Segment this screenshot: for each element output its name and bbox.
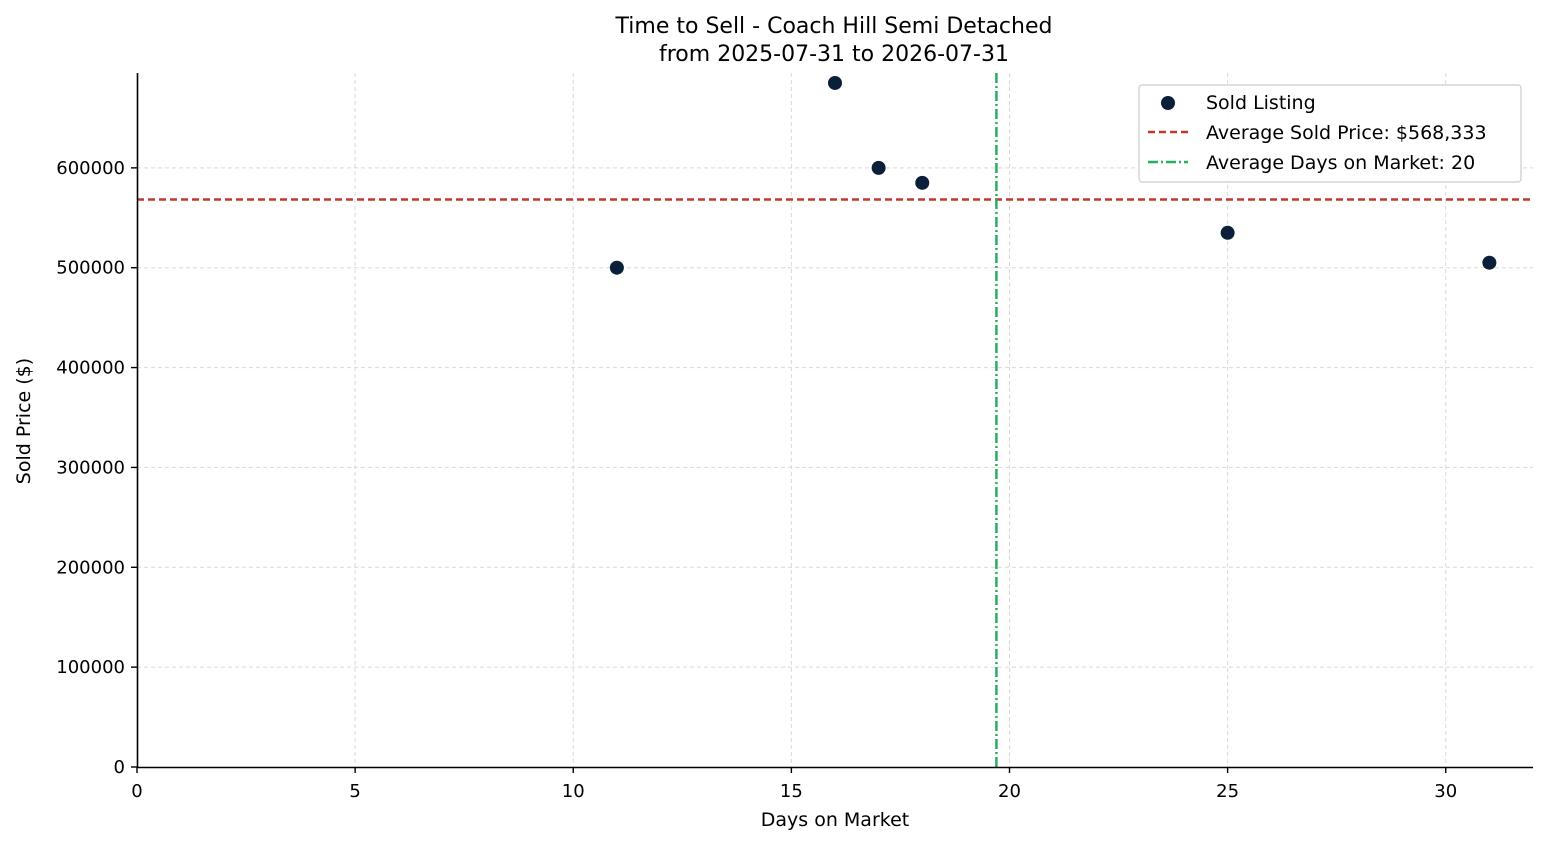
sold-listing-point bbox=[1482, 255, 1497, 270]
grid bbox=[137, 73, 1533, 767]
y-axis-label: Sold Price ($) bbox=[13, 358, 35, 484]
sold-listing-point bbox=[1220, 225, 1235, 240]
x-tick-label: 5 bbox=[349, 781, 360, 802]
y-tick-label: 0 bbox=[114, 757, 125, 778]
x-tick-label: 15 bbox=[780, 781, 803, 802]
legend-box bbox=[1138, 84, 1522, 183]
y-tick-label: 100000 bbox=[56, 657, 125, 678]
x-axis-ticks: 0 5 10 15 20 25 30 bbox=[131, 767, 1457, 802]
y-tick-label: 600000 bbox=[56, 158, 125, 179]
chart-title: Time to Sell - Coach Hill Semi Detached bbox=[615, 14, 1053, 39]
x-tick-label: 10 bbox=[562, 781, 585, 802]
legend: Sold Listing Average Sold Price: $568,33… bbox=[1138, 84, 1522, 183]
y-tick-label: 200000 bbox=[56, 557, 125, 578]
y-tick-label: 300000 bbox=[56, 457, 125, 478]
x-axis-label: Days on Market bbox=[761, 809, 909, 831]
sold-listing-point bbox=[915, 175, 930, 190]
chart-subtitle: from 2025-07-31 to 2026-07-31 bbox=[659, 42, 1009, 67]
sold-listing-point bbox=[828, 75, 842, 90]
y-tick-label: 400000 bbox=[56, 358, 125, 379]
legend-label-sold-listing: Sold Listing bbox=[1206, 92, 1316, 114]
x-tick-label: 25 bbox=[1216, 781, 1239, 802]
legend-marker-sold-listing bbox=[1161, 96, 1175, 110]
reference-lines bbox=[137, 73, 1533, 767]
sold-listing-point bbox=[609, 260, 624, 275]
y-axis-ticks: 0 100000 200000 300000 400000 500000 600000 bbox=[56, 158, 137, 778]
y-tick-label: 500000 bbox=[56, 258, 125, 279]
legend-label-avg-price: Average Sold Price: $568,333 bbox=[1206, 122, 1487, 144]
legend-label-avg-days: Average Days on Market: 20 bbox=[1206, 152, 1475, 174]
x-tick-label: 0 bbox=[131, 781, 142, 802]
x-tick-label: 30 bbox=[1434, 781, 1457, 802]
scatter-points bbox=[609, 75, 1497, 275]
x-tick-label: 20 bbox=[998, 781, 1021, 802]
sold-listing-point bbox=[871, 160, 886, 175]
